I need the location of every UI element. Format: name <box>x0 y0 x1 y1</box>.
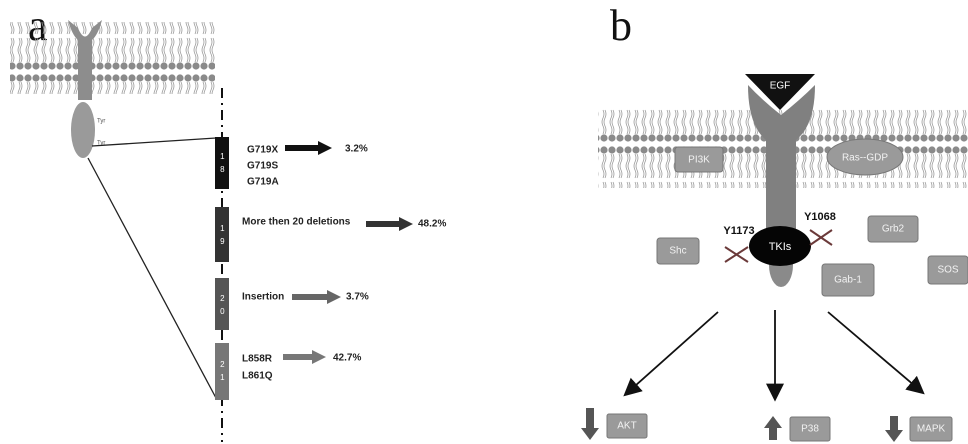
frequency: 48.2% <box>418 219 446 230</box>
protein-label: PI3K <box>688 155 710 166</box>
tki-label: TKIs <box>769 241 792 253</box>
kinase-domain <box>71 102 95 158</box>
exon-number: 21 <box>218 360 227 386</box>
protein-label: Grb2 <box>882 224 905 235</box>
exon-number: 20 <box>218 294 227 320</box>
mutation: L861Q <box>242 371 273 382</box>
output-label: P38 <box>801 424 819 435</box>
ligand-label: EGF <box>770 81 791 92</box>
zoom-line <box>92 138 216 146</box>
protein-label: SOS <box>937 265 958 276</box>
arrow <box>285 141 332 155</box>
phospho-site: Y1068 <box>804 211 836 223</box>
up-arrow <box>764 416 782 440</box>
protein-label: Ras--GDP <box>842 153 888 164</box>
frequency: 3.2% <box>345 144 368 155</box>
arrow <box>366 217 413 231</box>
frequency: 42.7% <box>333 353 361 364</box>
tyr-label: Tyr <box>97 119 105 125</box>
arrow <box>292 290 341 304</box>
output-label: MAPK <box>917 424 946 435</box>
mutation: G719A <box>247 177 279 188</box>
protein-label: Gab-1 <box>834 275 862 286</box>
zoom-line <box>88 158 216 398</box>
protein-label: Shc <box>669 246 686 257</box>
figure: a Tyr Tyr 18 19 20 21 G719X G719S G719A … <box>0 0 968 444</box>
mutation: Insertion <box>242 292 284 303</box>
arrow <box>283 350 326 364</box>
phospho-site: Y1173 <box>723 225 754 237</box>
output-label: AKT <box>617 421 636 432</box>
signal-arrow <box>626 310 922 398</box>
down-arrow <box>581 408 599 440</box>
mutation: G719S <box>247 161 278 172</box>
mutation: L858R <box>242 354 273 365</box>
frequency: 3.7% <box>346 292 369 303</box>
mutation: More then 20 deletions <box>242 217 351 228</box>
down-arrow <box>885 416 903 442</box>
exon-number: 19 <box>218 224 227 250</box>
exon-number: 18 <box>218 152 227 178</box>
panel-letter: b <box>610 1 632 50</box>
mutation: G719X <box>247 145 278 156</box>
membrane <box>10 22 215 94</box>
